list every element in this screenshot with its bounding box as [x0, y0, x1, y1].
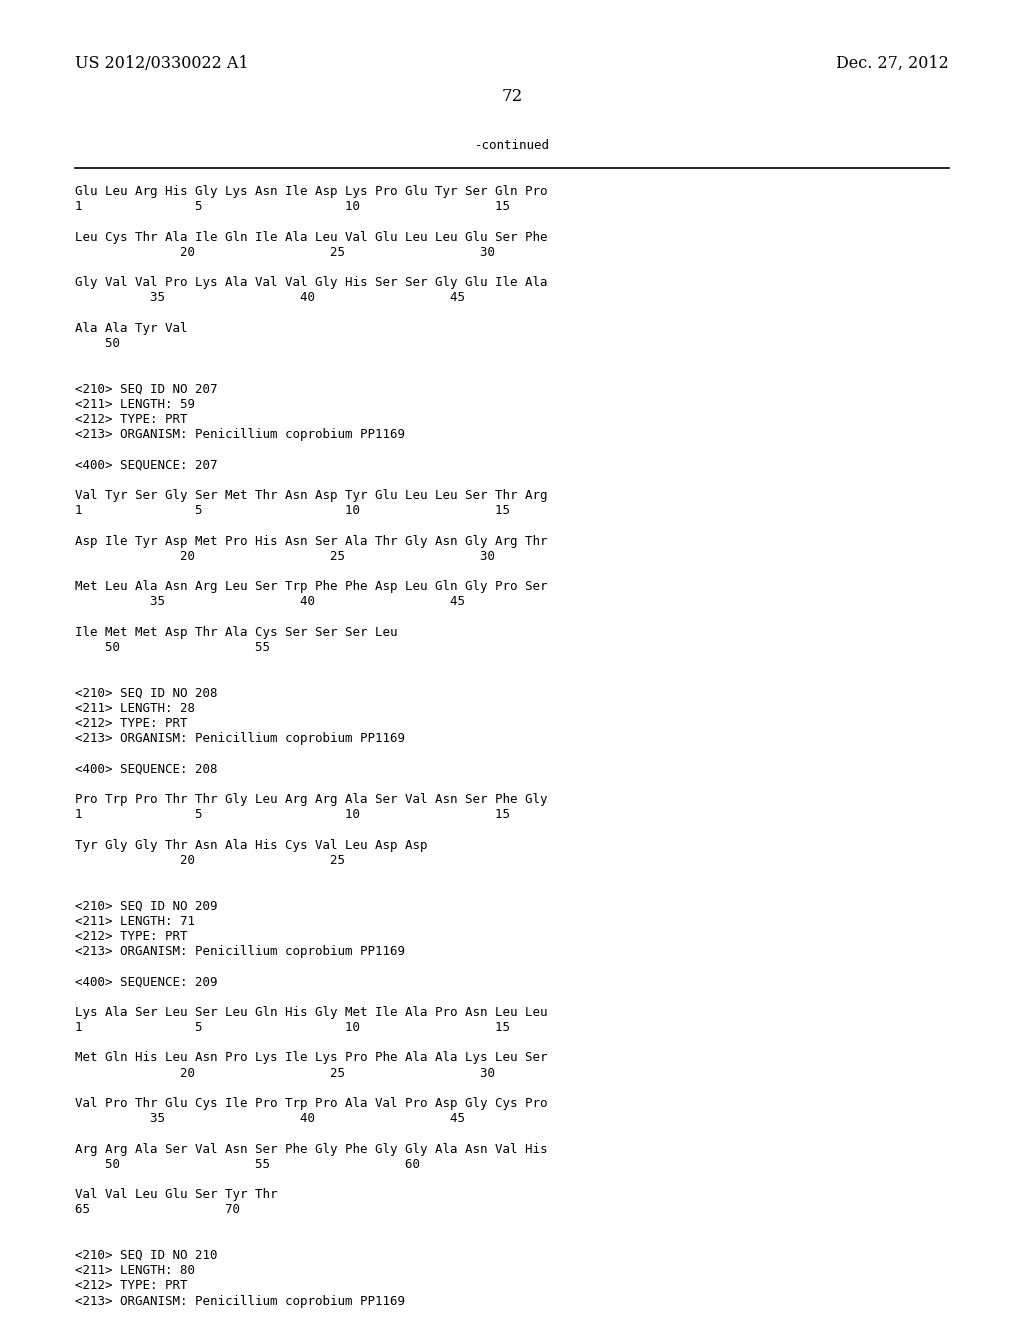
Text: Met Leu Ala Asn Arg Leu Ser Trp Phe Phe Asp Leu Gln Gly Pro Ser: Met Leu Ala Asn Arg Leu Ser Trp Phe Phe …: [75, 581, 548, 593]
Text: 1               5                   10                  15: 1 5 10 15: [75, 808, 510, 821]
Text: Gly Val Val Pro Lys Ala Val Val Gly His Ser Ser Gly Glu Ile Ala: Gly Val Val Pro Lys Ala Val Val Gly His …: [75, 276, 548, 289]
Text: 1               5                   10                  15: 1 5 10 15: [75, 1020, 510, 1034]
Text: Met Gln His Leu Asn Pro Lys Ile Lys Pro Phe Ala Ala Lys Leu Ser: Met Gln His Leu Asn Pro Lys Ile Lys Pro …: [75, 1052, 548, 1064]
Text: Val Pro Thr Glu Cys Ile Pro Trp Pro Ala Val Pro Asp Gly Cys Pro: Val Pro Thr Glu Cys Ile Pro Trp Pro Ala …: [75, 1097, 548, 1110]
Text: <211> LENGTH: 59: <211> LENGTH: 59: [75, 397, 195, 411]
Text: 20                  25                  30: 20 25 30: [75, 1067, 495, 1080]
Text: Lys Ala Ser Leu Ser Leu Gln His Gly Met Ile Ala Pro Asn Leu Leu: Lys Ala Ser Leu Ser Leu Gln His Gly Met …: [75, 1006, 548, 1019]
Text: <211> LENGTH: 71: <211> LENGTH: 71: [75, 915, 195, 928]
Text: 72: 72: [502, 88, 522, 106]
Text: 50                  55                  60: 50 55 60: [75, 1158, 420, 1171]
Text: <210> SEQ ID NO 209: <210> SEQ ID NO 209: [75, 899, 217, 912]
Text: <400> SEQUENCE: 207: <400> SEQUENCE: 207: [75, 458, 217, 471]
Text: US 2012/0330022 A1: US 2012/0330022 A1: [75, 55, 249, 73]
Text: <213> ORGANISM: Penicillium coprobium PP1169: <213> ORGANISM: Penicillium coprobium PP…: [75, 733, 406, 746]
Text: <213> ORGANISM: Penicillium coprobium PP1169: <213> ORGANISM: Penicillium coprobium PP…: [75, 428, 406, 441]
Text: <211> LENGTH: 28: <211> LENGTH: 28: [75, 702, 195, 715]
Text: <212> TYPE: PRT: <212> TYPE: PRT: [75, 413, 187, 426]
Text: 35                  40                  45: 35 40 45: [75, 595, 465, 609]
Text: <211> LENGTH: 80: <211> LENGTH: 80: [75, 1265, 195, 1278]
Text: Leu Cys Thr Ala Ile Gln Ile Ala Leu Val Glu Leu Leu Glu Ser Phe: Leu Cys Thr Ala Ile Gln Ile Ala Leu Val …: [75, 231, 548, 244]
Text: Tyr Gly Gly Thr Asn Ala His Cys Val Leu Asp Asp: Tyr Gly Gly Thr Asn Ala His Cys Val Leu …: [75, 838, 427, 851]
Text: 35                  40                  45: 35 40 45: [75, 1113, 465, 1125]
Text: Ala Ala Tyr Val: Ala Ala Tyr Val: [75, 322, 187, 335]
Text: <210> SEQ ID NO 207: <210> SEQ ID NO 207: [75, 383, 217, 396]
Text: Glu Leu Arg His Gly Lys Asn Ile Asp Lys Pro Glu Tyr Ser Gln Pro: Glu Leu Arg His Gly Lys Asn Ile Asp Lys …: [75, 185, 548, 198]
Text: <400> SEQUENCE: 208: <400> SEQUENCE: 208: [75, 763, 217, 776]
Text: <210> SEQ ID NO 208: <210> SEQ ID NO 208: [75, 686, 217, 700]
Text: Ile Met Met Asp Thr Ala Cys Ser Ser Ser Leu: Ile Met Met Asp Thr Ala Cys Ser Ser Ser …: [75, 626, 397, 639]
Text: <212> TYPE: PRT: <212> TYPE: PRT: [75, 1279, 187, 1292]
Text: -continued: -continued: [474, 139, 550, 152]
Text: Asp Ile Tyr Asp Met Pro His Asn Ser Ala Thr Gly Asn Gly Arg Thr: Asp Ile Tyr Asp Met Pro His Asn Ser Ala …: [75, 535, 548, 548]
Text: Arg Arg Ala Ser Val Asn Ser Phe Gly Phe Gly Gly Ala Asn Val His: Arg Arg Ala Ser Val Asn Ser Phe Gly Phe …: [75, 1143, 548, 1155]
Text: 65                  70: 65 70: [75, 1204, 240, 1217]
Text: <400> SEQUENCE: 209: <400> SEQUENCE: 209: [75, 975, 217, 989]
Text: <212> TYPE: PRT: <212> TYPE: PRT: [75, 717, 187, 730]
Text: Val Tyr Ser Gly Ser Met Thr Asn Asp Tyr Glu Leu Leu Ser Thr Arg: Val Tyr Ser Gly Ser Met Thr Asn Asp Tyr …: [75, 488, 548, 502]
Text: 50: 50: [75, 337, 120, 350]
Text: Val Val Leu Glu Ser Tyr Thr: Val Val Leu Glu Ser Tyr Thr: [75, 1188, 278, 1201]
Text: Pro Trp Pro Thr Thr Gly Leu Arg Arg Ala Ser Val Asn Ser Phe Gly: Pro Trp Pro Thr Thr Gly Leu Arg Arg Ala …: [75, 793, 548, 807]
Text: <210> SEQ ID NO 210: <210> SEQ ID NO 210: [75, 1249, 217, 1262]
Text: 20                  25                  30: 20 25 30: [75, 246, 495, 259]
Text: Dec. 27, 2012: Dec. 27, 2012: [837, 55, 949, 73]
Text: 35                  40                  45: 35 40 45: [75, 292, 465, 305]
Text: 20                  25: 20 25: [75, 854, 345, 867]
Text: 1               5                   10                  15: 1 5 10 15: [75, 504, 510, 517]
Text: 1               5                   10                  15: 1 5 10 15: [75, 201, 510, 214]
Text: 50                  55: 50 55: [75, 642, 270, 653]
Text: 20                  25                  30: 20 25 30: [75, 550, 495, 562]
Text: <213> ORGANISM: Penicillium coprobium PP1169: <213> ORGANISM: Penicillium coprobium PP…: [75, 1295, 406, 1308]
Text: <213> ORGANISM: Penicillium coprobium PP1169: <213> ORGANISM: Penicillium coprobium PP…: [75, 945, 406, 958]
Text: <212> TYPE: PRT: <212> TYPE: PRT: [75, 929, 187, 942]
